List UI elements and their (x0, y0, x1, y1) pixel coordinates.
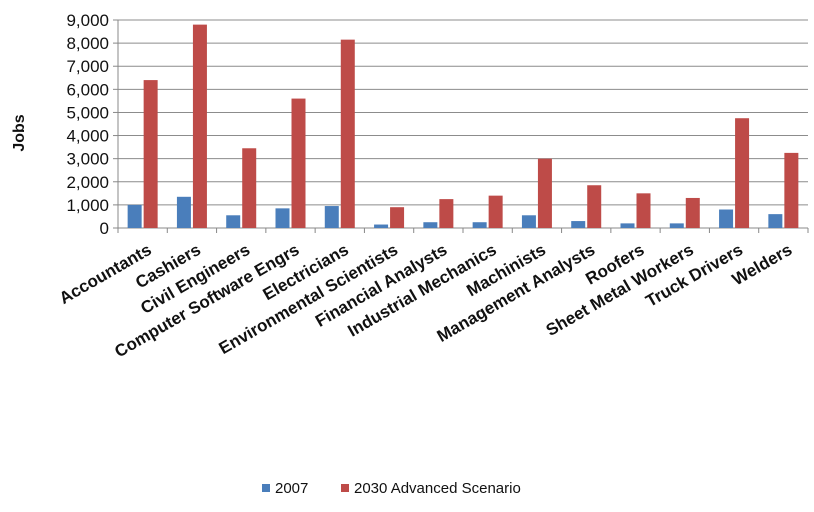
bar-series-1 (768, 214, 783, 228)
bar-series-2 (390, 207, 405, 228)
bar-series-2 (340, 39, 355, 229)
bar-series-1 (719, 209, 734, 228)
legend: 2007 2030 Advanced Scenario (262, 480, 521, 497)
legend-label: 2007 (275, 480, 308, 497)
bar-series-2 (242, 148, 257, 228)
bar-series-1 (324, 206, 339, 228)
bar-series-1 (472, 222, 487, 228)
bar-series-1 (521, 215, 536, 228)
legend-swatch (341, 484, 349, 492)
bar-series-1 (226, 215, 241, 228)
y-axis-label: Jobs (11, 114, 28, 151)
bar-series-2 (291, 98, 306, 228)
bar-series-2 (685, 197, 700, 228)
legend-swatch (262, 484, 270, 492)
bar-series-2 (735, 118, 750, 228)
y-tick-label: 0 (100, 219, 109, 238)
bar-series-1 (127, 204, 142, 228)
bar-series-2 (488, 195, 503, 228)
bar-series-1 (275, 208, 290, 228)
bar-series-2 (143, 80, 158, 228)
bar-series-1 (571, 221, 586, 228)
bar-series-1 (374, 224, 389, 228)
bar-series-2 (784, 152, 799, 228)
bar-series-2 (537, 158, 552, 228)
bar-series-2 (636, 193, 651, 228)
y-axis: 0 1,000 2,000 3,000 4,000 5,000 6,000 7,000 8,00… (66, 11, 119, 238)
y-tick-label: 8,000 (66, 34, 109, 53)
bars (127, 24, 799, 229)
y-tick-label: 2,000 (66, 173, 109, 192)
y-tick-label: 5,000 (66, 103, 109, 122)
bar-series-2 (192, 24, 207, 228)
bar-series-1 (176, 196, 191, 228)
y-tick-label: 3,000 (66, 150, 109, 169)
gridlines (118, 19, 808, 229)
y-tick-label: 7,000 (66, 57, 109, 76)
y-tick-label: 1,000 (66, 196, 109, 215)
y-tick-label: 9,000 (66, 11, 109, 30)
legend-label: 2030 Advanced Scenario (354, 480, 521, 497)
bar-series-1 (423, 222, 438, 228)
y-tick-label: 6,000 (66, 80, 109, 99)
bar-series-1 (620, 223, 635, 228)
y-tick-label: 4,000 (66, 127, 109, 146)
bar-series-1 (669, 223, 684, 228)
bar-series-2 (587, 185, 602, 228)
bar-series-2 (439, 199, 454, 228)
